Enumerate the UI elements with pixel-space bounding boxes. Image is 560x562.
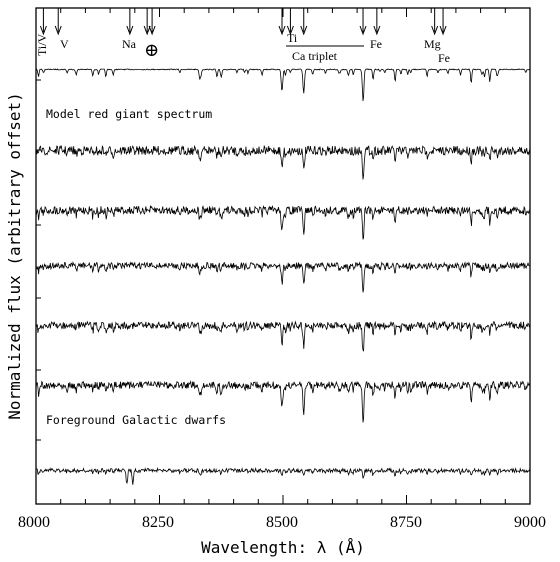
model-label: Model red giant spectrum bbox=[46, 107, 212, 121]
feature-arrow-1 bbox=[39, 8, 47, 36]
feature-arrow-head bbox=[300, 25, 308, 36]
x-tick-label-9000: 9000 bbox=[514, 514, 546, 531]
feature-arrow-head bbox=[126, 25, 134, 36]
x-tick-label-8250: 8250 bbox=[142, 514, 174, 531]
spectrum-series-2 bbox=[35, 144, 531, 180]
y-axis-title: Normalized flux (arbitrary offset) bbox=[5, 92, 24, 420]
feature-arrow-head bbox=[439, 25, 447, 36]
feature-arrow-3 bbox=[126, 8, 134, 36]
feature-label-1: Ti/V bbox=[35, 33, 49, 56]
axis-ticks bbox=[35, 8, 531, 504]
x-tick-label-8750: 8750 bbox=[390, 514, 422, 531]
feature-label-5: Ti bbox=[287, 31, 298, 45]
spectrum-series-4 bbox=[35, 260, 531, 293]
x-tick-label-8000: 8000 bbox=[18, 514, 50, 531]
feature-arrow-12 bbox=[439, 8, 447, 36]
ca-triplet-label: Ca triplet bbox=[292, 49, 338, 63]
feature-arrow-head bbox=[359, 25, 367, 36]
feature-arrow-8 bbox=[300, 8, 308, 36]
spectrum-series-7 bbox=[35, 466, 531, 485]
feature-arrow-head bbox=[373, 25, 381, 36]
feature-arrow-head bbox=[143, 25, 151, 36]
feature-arrow-head bbox=[148, 25, 156, 36]
x-axis-title: Wavelength: λ (Å) bbox=[201, 538, 365, 557]
feature-arrow-4 bbox=[143, 8, 151, 36]
feature-arrow-11 bbox=[431, 8, 439, 36]
spectrum-series-3 bbox=[35, 204, 531, 240]
feature-arrow-head bbox=[431, 25, 439, 36]
feature-label-6: Fe bbox=[370, 37, 382, 51]
feature-arrow-head bbox=[278, 25, 286, 36]
feature-arrow-head bbox=[286, 25, 294, 36]
feature-arrow-9 bbox=[359, 8, 367, 36]
feature-arrow-head bbox=[39, 25, 47, 36]
spectrum-series-1 bbox=[35, 68, 530, 102]
feature-arrow-6 bbox=[278, 8, 286, 36]
feature-arrow-10 bbox=[373, 8, 381, 36]
feature-arrow-head bbox=[54, 25, 62, 36]
spectrum-series-5 bbox=[35, 320, 531, 352]
feature-label-2: V bbox=[60, 37, 69, 51]
x-tick-label-8500: 8500 bbox=[266, 514, 298, 531]
feature-arrow-7 bbox=[286, 8, 294, 36]
feature-arrow-5 bbox=[148, 8, 156, 36]
feature-label-3: Na bbox=[122, 37, 137, 51]
dwarfs-label: Foreground Galactic dwarfs bbox=[46, 413, 226, 427]
feature-label-8: Fe bbox=[438, 51, 450, 65]
spectra-group bbox=[35, 68, 531, 485]
feature-label-4: ⊕ bbox=[144, 40, 159, 60]
feature-arrow-2 bbox=[54, 8, 62, 36]
feature-label-7: Mg bbox=[424, 37, 441, 51]
spectrum-series-6 bbox=[35, 380, 531, 423]
